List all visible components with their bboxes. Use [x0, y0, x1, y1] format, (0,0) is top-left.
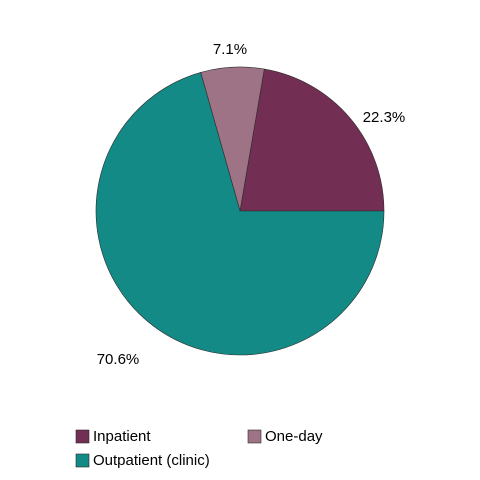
legend: Inpatient One-day Outpatient (clinic) — [75, 428, 323, 469]
legend-item-one-day: One-day — [247, 428, 323, 445]
pie-data-labels: 22.3% 7.1% 70.6% — [97, 41, 406, 368]
legend-label-one-day: One-day — [265, 428, 323, 445]
legend-item-outpatient-clinic: Outpatient (clinic) — [75, 452, 210, 469]
legend-swatch-inpatient — [75, 429, 90, 444]
data-label-one-day: 7.1% — [213, 41, 247, 58]
pie-slices — [95, 66, 385, 356]
data-label-inpatient: 22.3% — [363, 109, 406, 126]
legend-label-outpatient-clinic: Outpatient (clinic) — [93, 452, 210, 469]
data-label-outpatient-clinic: 70.6% — [97, 351, 140, 368]
legend-swatch-one-day — [247, 429, 262, 444]
legend-label-inpatient: Inpatient — [93, 428, 151, 445]
pie-slice-outpatient-clinic — [95, 72, 385, 356]
legend-item-inpatient: Inpatient — [75, 428, 151, 445]
legend-swatch-outpatient-clinic — [75, 453, 90, 468]
pie-slice-inpatient — [239, 68, 385, 212]
